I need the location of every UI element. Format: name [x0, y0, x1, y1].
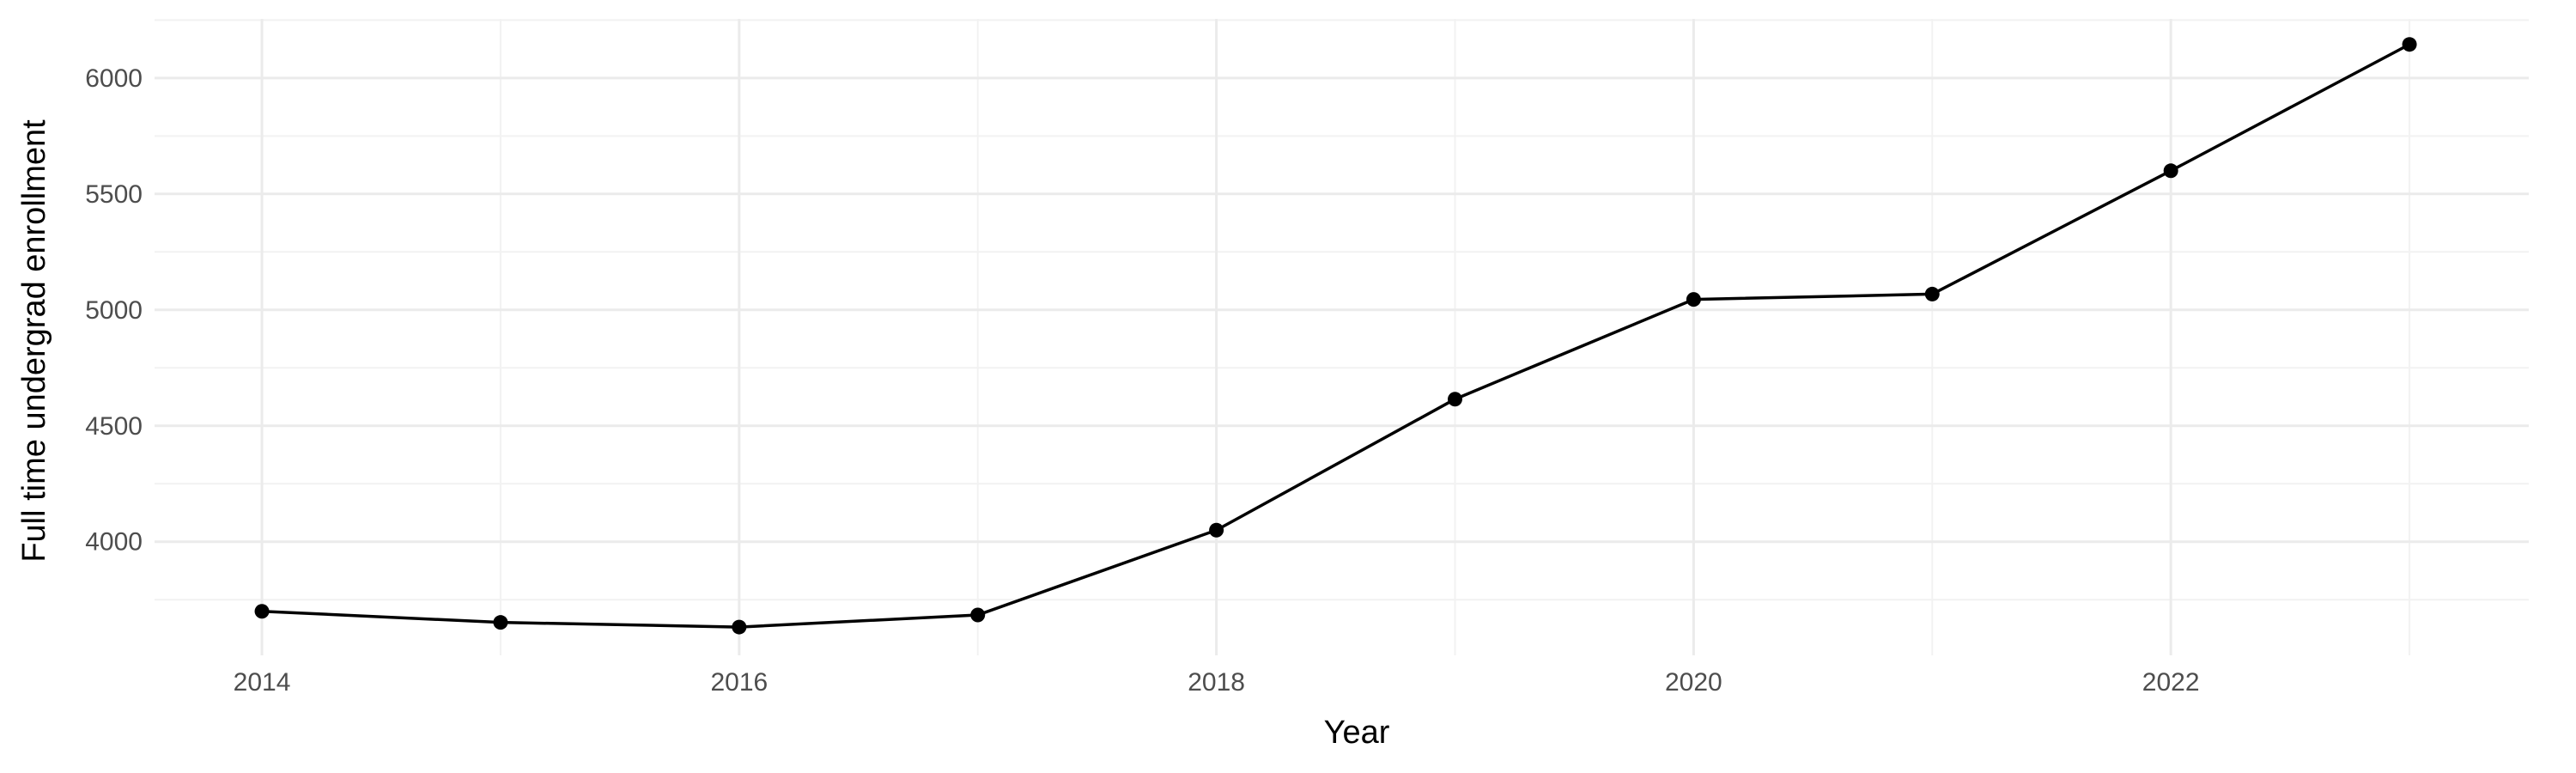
- y-axis-tick-labels: 4000 4500 5000 5500 6000: [85, 64, 143, 557]
- data-point-2014: [254, 604, 270, 619]
- y-tick-label: 4500: [85, 412, 143, 441]
- y-tick-label: 5000: [85, 296, 143, 325]
- x-axis-tick-labels: 2014 2016 2018 2020 2022: [234, 668, 2200, 697]
- data-point-2018: [1209, 522, 1224, 538]
- data-point-2019: [1448, 392, 1462, 407]
- data-point-2020: [1686, 292, 1701, 307]
- y-tick-label: 4000: [85, 528, 143, 557]
- data-point-2021: [1924, 286, 1940, 301]
- major-grid: [155, 19, 2529, 655]
- data-point-2017: [970, 607, 986, 623]
- x-tick-label: 2014: [234, 668, 291, 697]
- data-point-2022: [2163, 163, 2178, 179]
- y-tick-label: 6000: [85, 64, 143, 93]
- x-tick-label: 2020: [1665, 668, 1722, 697]
- minor-grid: [155, 19, 2529, 655]
- x-axis-title: Year: [1324, 715, 1390, 751]
- y-axis-title: Full time undergrad enrollment: [16, 119, 52, 563]
- series-line: [261, 43, 2410, 629]
- x-tick-label: 2022: [2142, 668, 2200, 697]
- x-tick-label: 2018: [1188, 668, 1245, 697]
- x-tick-label: 2016: [710, 668, 768, 697]
- data-point-2023: [2402, 37, 2417, 52]
- data-point-2015: [493, 615, 508, 630]
- y-tick-label: 5500: [85, 180, 143, 209]
- data-point-2016: [732, 619, 747, 635]
- series-layer: [254, 37, 2417, 635]
